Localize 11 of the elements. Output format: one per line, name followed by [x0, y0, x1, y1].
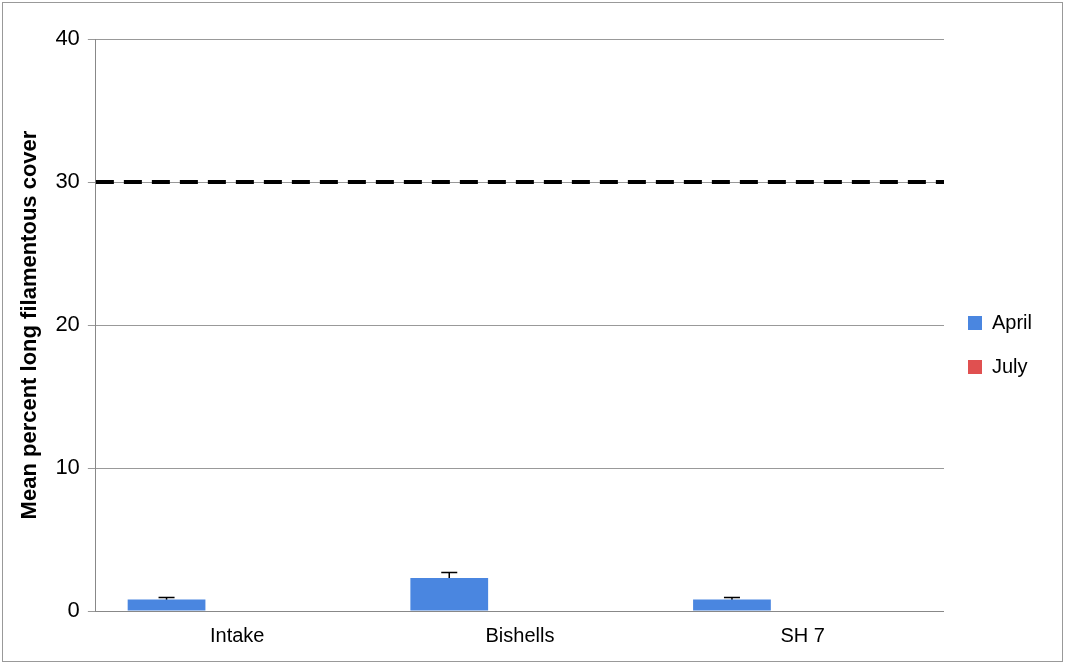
- x-tick-label: Intake: [209, 623, 265, 646]
- legend-label: April: [991, 310, 1033, 333]
- y-tick-label: 40: [55, 25, 80, 51]
- y-axis-title: Mean percent long filamentous cover: [16, 130, 42, 520]
- y-tick-label: 10: [55, 454, 80, 480]
- y-tick-label: 0: [67, 597, 80, 623]
- legend-label: July: [991, 354, 1028, 377]
- x-tick-label: Bishells: [485, 623, 555, 646]
- y-tick-label: 30: [55, 168, 80, 194]
- x-tick-label: SH 7: [780, 623, 825, 646]
- y-tick-label: 20: [55, 311, 80, 337]
